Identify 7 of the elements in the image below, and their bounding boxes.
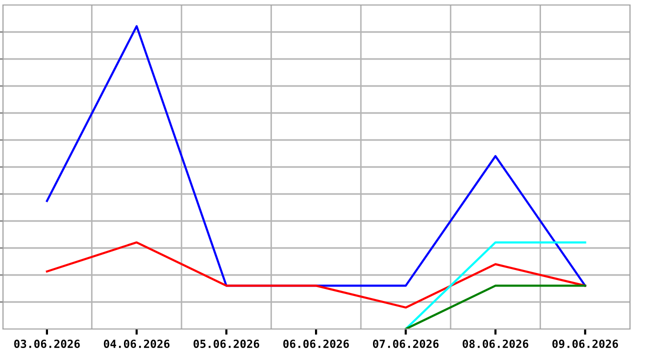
x-tick-label: 03.06.2026 [14, 340, 80, 348]
x-tick-label: 07.06.2026 [372, 340, 439, 348]
x-tick-label: 08.06.2026 [462, 340, 528, 348]
x-tick-label: 09.06.2026 [552, 340, 618, 348]
x-tick-label: 04.06.2026 [104, 340, 170, 348]
x-tick-label: 05.06.2026 [194, 340, 260, 348]
x-tick-label: 06.06.2026 [283, 340, 349, 348]
